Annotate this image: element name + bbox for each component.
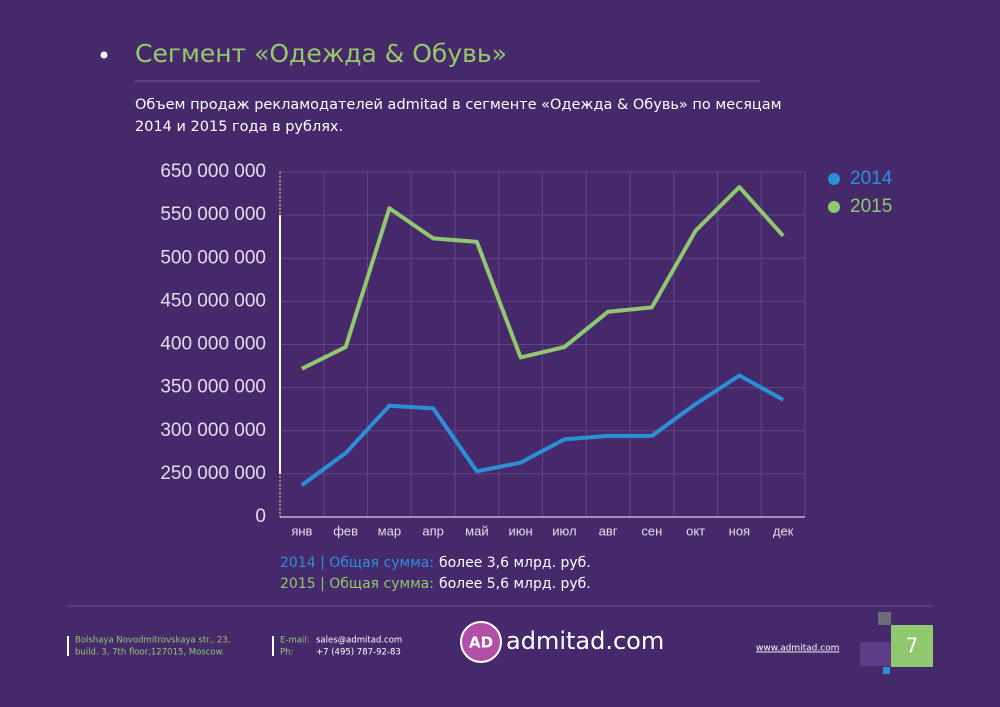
y-tick-label: 550 000 000 (160, 204, 266, 225)
series-line (300, 185, 785, 371)
y-tick-label: 0 (255, 506, 266, 527)
deco-square (883, 667, 890, 674)
total-line: 2015 | Общая сумма: более 5,6 млрд. руб. (280, 576, 591, 592)
x-tick-label: янв (291, 523, 312, 538)
subtitle: 2014 и 2015 года в рублях. (135, 119, 343, 135)
subtitle: Объем продаж рекламодателей admitad в се… (135, 97, 782, 113)
y-tick-label: 300 000 000 (160, 420, 266, 441)
x-tick-label: июл (552, 523, 576, 538)
total-line: 2014 | Общая сумма: более 3,6 млрд. руб. (280, 555, 591, 571)
total-text: более 3,6 млрд. руб. (439, 555, 591, 571)
x-tick-label: мар (378, 523, 401, 538)
email-label: E-mail: (280, 636, 310, 646)
chart: 0 250 000 000 300 000 000 350 000 000 400 00… (160, 161, 892, 538)
y-tick-label: 500 000 000 (160, 247, 266, 268)
x-tick-label: фев (333, 523, 358, 538)
divider (272, 636, 274, 656)
y-tick-label: 650 000 000 (160, 161, 266, 182)
series-line (300, 373, 785, 487)
phone: +7 (495) 787-92-83 (316, 648, 401, 658)
deco-square (878, 612, 891, 625)
page-number: 7 (906, 634, 919, 658)
total-label: 2014 | Общая сумма: (280, 555, 434, 571)
total-label: 2015 | Общая сумма: (280, 576, 434, 592)
website[interactable]: www.admitad.com (756, 644, 839, 654)
phone-label: Ph: (280, 648, 293, 658)
total-text: более 5,6 млрд. руб. (439, 576, 591, 592)
slide-title: Сегмент «Одежда & Обувь» (135, 39, 507, 68)
divider (67, 636, 69, 656)
x-tick-label: окт (686, 523, 705, 538)
y-tick-label: 450 000 000 (160, 290, 266, 311)
x-tick-label: сен (641, 523, 662, 538)
y-tick-label: 400 000 000 (160, 334, 266, 355)
x-tick-label: авг (599, 523, 618, 538)
address: Bolshaya Novodmitrovskaya str., 23, (75, 636, 231, 646)
legend-swatch (828, 201, 840, 213)
page-box (891, 625, 933, 667)
email: sales@admitad.com (316, 636, 402, 646)
legend-label: 2014 (850, 168, 893, 189)
address: build. 3, 7th floor,127015, Moscow. (75, 648, 224, 658)
x-tick-label: ноя (729, 523, 750, 538)
x-tick-label: апр (422, 523, 444, 538)
logo-circle (460, 621, 502, 663)
x-tick-label: июн (509, 523, 533, 538)
legend-swatch (828, 173, 840, 185)
bullet (100, 51, 108, 59)
x-tick-label: май (465, 523, 488, 538)
deco-square (860, 642, 892, 666)
y-tick-label: 250 000 000 (160, 463, 266, 484)
x-tick-label: дек (773, 523, 794, 538)
y-tick-label: 350 000 000 (160, 377, 266, 398)
legend-label: 2015 (850, 196, 892, 217)
logo-text: admitad.com (506, 627, 664, 655)
logo-mark: AD (469, 634, 493, 652)
